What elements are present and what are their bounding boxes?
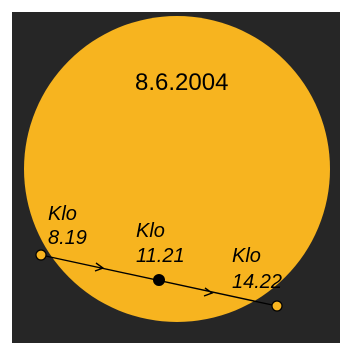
direction-arrow-icon <box>203 287 214 297</box>
midpoint-marker <box>153 274 165 286</box>
marker-1-label-line2: 8.19 <box>48 227 87 249</box>
marker-2-label-line1: Klo <box>136 220 165 242</box>
egress-marker <box>271 300 283 312</box>
direction-arrow-icon <box>94 262 105 272</box>
date-label: 8.6.2004 <box>135 69 228 96</box>
marker-1-label-line1: Klo <box>48 203 77 225</box>
marker-2-label-line2: 11.21 <box>136 245 185 267</box>
sun-disk <box>24 16 330 322</box>
marker-3-label-line2: 14.22 <box>232 271 282 293</box>
marker-3-label-line1: Klo <box>232 245 261 267</box>
ingress-marker <box>35 249 47 261</box>
